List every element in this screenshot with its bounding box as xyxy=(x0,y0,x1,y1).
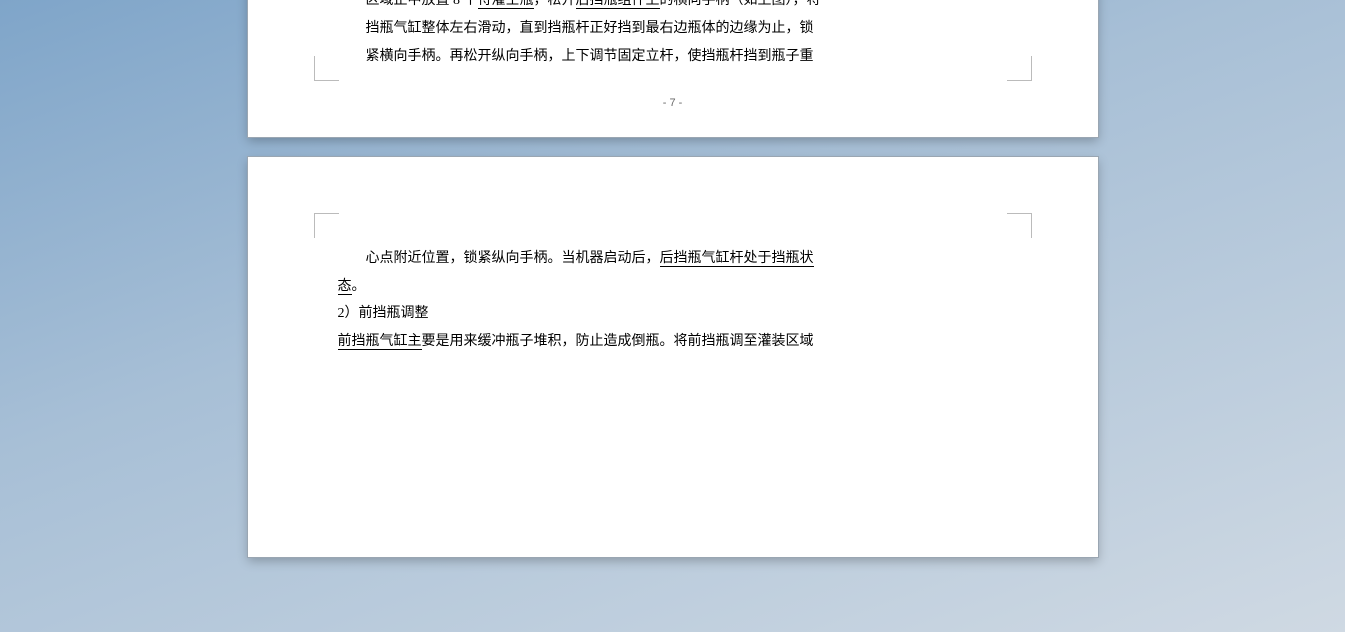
text-run: 的横向手柄（如上图），将 xyxy=(660,0,821,8)
page-7: 挡瓶组件 1）后挡瓶调整 后挡瓶气缸是用来挡住待灌装瓶，放掉已经灌满的瓶。调整方… xyxy=(248,0,1098,137)
page-8: 心点附近位置，锁紧纵向手柄。当机器启动后，后挡瓶气缸杆处于挡瓶状 态。 2）前挡… xyxy=(248,157,1098,557)
underlined-text: 后挡瓶组件上 xyxy=(576,0,660,9)
body-text: 挡瓶气缸整体左右滑动，直到挡瓶杆正好挡到最右边瓶体的边缘为止，锁 xyxy=(338,17,1008,41)
body-text: 心点附近位置，锁紧纵向手柄。当机器启动后，后挡瓶气缸杆处于挡瓶状 xyxy=(338,247,1008,271)
section-2-heading: 2）前挡瓶调整 xyxy=(338,302,1008,326)
vertical-scroll-area[interactable]: 挡瓶组件 1）后挡瓶调整 后挡瓶气缸是用来挡住待灌装瓶，放掉已经灌满的瓶。调整方… xyxy=(0,0,1345,632)
page-8-content: 心点附近位置，锁紧纵向手柄。当机器启动后，后挡瓶气缸杆处于挡瓶状 态。 2）前挡… xyxy=(248,157,1098,382)
margin-corner-icon xyxy=(1007,56,1032,81)
margin-corner-icon xyxy=(1007,213,1032,238)
underlined-text: 态 xyxy=(338,279,352,295)
text-run: ，松开 xyxy=(534,0,576,8)
text-run: 心点附近位置，锁紧纵向手柄。当机器启动后， xyxy=(366,251,660,266)
underlined-text: 后挡瓶气缸杆处于挡瓶状 xyxy=(660,251,814,267)
page-7-content: 挡瓶组件 1）后挡瓶调整 后挡瓶气缸是用来挡住待灌装瓶，放掉已经灌满的瓶。调整方… xyxy=(248,0,1098,137)
body-text: 前挡瓶气缸主要是用来缓冲瓶子堆积，防止造成倒瓶。将前挡瓶调至灌装区域 xyxy=(338,330,1008,354)
text-run: 。 xyxy=(352,279,366,294)
underlined-text: 待灌空瓶 xyxy=(478,0,534,9)
page-number: - 7 - xyxy=(248,97,1098,109)
body-text: 紧横向手柄。再松开纵向手柄，上下调节固定立杆，使挡瓶杆挡到瓶子重 xyxy=(338,45,1008,69)
text-run: 区域正中放置 8 个 xyxy=(366,0,478,8)
margin-corner-icon xyxy=(314,56,339,81)
margin-corner-icon xyxy=(314,213,339,238)
text-run: 要是用来缓冲瓶子堆积，防止造成倒瓶。将前挡瓶调至灌装区域 xyxy=(422,334,814,349)
document-viewport: 挡瓶组件 1）后挡瓶调整 后挡瓶气缸是用来挡住待灌装瓶，放掉已经灌满的瓶。调整方… xyxy=(0,0,1345,632)
page-stack: 挡瓶组件 1）后挡瓶调整 后挡瓶气缸是用来挡住待灌装瓶，放掉已经灌满的瓶。调整方… xyxy=(0,0,1345,617)
body-text: 区域正中放置 8 个待灌空瓶，松开后挡瓶组件上的横向手柄（如上图），将 xyxy=(338,0,1008,13)
underlined-text: 前挡瓶气缸主 xyxy=(338,334,422,350)
body-text: 态。 xyxy=(338,275,1008,299)
